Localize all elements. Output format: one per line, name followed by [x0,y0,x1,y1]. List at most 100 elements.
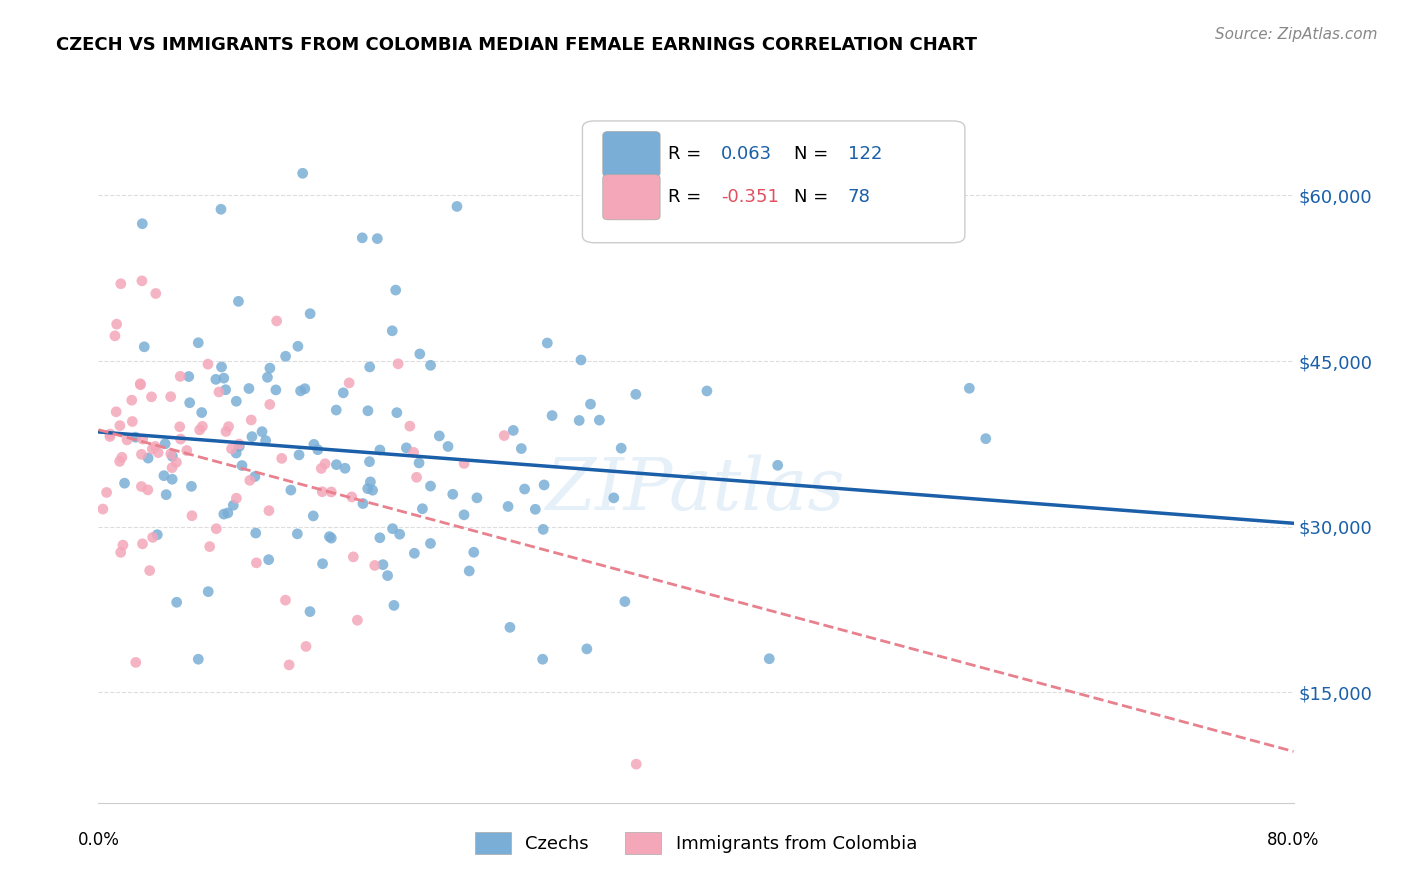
Point [124,430,146,444]
Point [531,522,554,536]
Point [361,483,384,498]
Point [146,445,169,459]
Point [142,530,165,544]
Point [295,640,318,654]
Point [187,652,209,666]
Point [579,397,602,411]
Point [105,317,128,331]
Point [239,474,262,488]
Point [441,487,464,501]
FancyBboxPatch shape [582,121,965,243]
Point [569,353,592,368]
Text: 0.063: 0.063 [721,145,772,163]
Point [357,404,380,418]
Point [115,433,138,447]
Point [121,393,143,408]
Point [453,508,475,522]
Point [225,491,247,506]
Point [311,461,333,475]
Point [245,526,267,541]
Point [98,429,121,443]
Point [364,558,387,573]
Point [437,439,460,453]
Point [610,441,633,455]
Point [340,490,363,504]
Point [333,461,356,475]
Point [160,472,183,486]
FancyBboxPatch shape [603,131,661,177]
Point [291,166,314,180]
Point [387,357,409,371]
Point [243,469,266,483]
Point [162,450,184,464]
Point [299,307,322,321]
Point [366,231,388,245]
Point [131,479,153,493]
Point [212,507,235,521]
Point [228,294,250,309]
Point [603,491,626,505]
Point [541,409,564,423]
Point [270,451,292,466]
Text: Source: ZipAtlas.com: Source: ZipAtlas.com [1215,27,1378,42]
Point [125,656,148,670]
Legend: Czechs, Immigrants from Colombia: Czechs, Immigrants from Colombia [465,823,927,863]
Point [321,485,343,500]
Point [209,202,232,217]
Point [357,482,380,496]
Point [264,383,287,397]
Point [177,369,200,384]
Text: 80.0%: 80.0% [1267,830,1320,848]
Point [453,457,475,471]
Point [368,531,391,545]
Point [399,419,422,434]
Point [259,397,281,411]
Point [427,429,450,443]
Point [766,458,789,473]
Point [352,231,374,245]
Point [197,357,219,371]
Point [198,540,221,554]
Point [245,556,267,570]
Point [231,458,253,473]
Text: -0.351: -0.351 [721,188,779,206]
Point [499,620,522,634]
Point [536,336,558,351]
Point [110,545,132,559]
Point [568,413,591,427]
Point [153,468,176,483]
FancyBboxPatch shape [603,175,661,219]
Point [463,545,485,559]
Point [145,286,167,301]
Point [502,424,524,438]
Point [131,274,153,288]
Point [215,425,238,439]
Point [221,442,243,456]
Text: 122: 122 [848,145,882,163]
Point [212,371,235,385]
Point [388,527,411,541]
Point [205,522,228,536]
Point [129,376,152,391]
Point [359,359,381,374]
Point [588,413,610,427]
Point [218,419,240,434]
Point [141,390,163,404]
Point [626,757,648,772]
Point [465,491,488,505]
Text: ZIPatlas: ZIPatlas [546,454,846,525]
Point [342,549,364,564]
Point [409,347,432,361]
Point [359,455,381,469]
Point [408,456,430,470]
Point [384,283,406,297]
Point [381,324,404,338]
Point [311,484,333,499]
Point [613,594,636,608]
Point [510,442,533,456]
Point [136,483,159,497]
Point [131,537,153,551]
Point [225,446,247,460]
Point [458,564,481,578]
Point [169,369,191,384]
